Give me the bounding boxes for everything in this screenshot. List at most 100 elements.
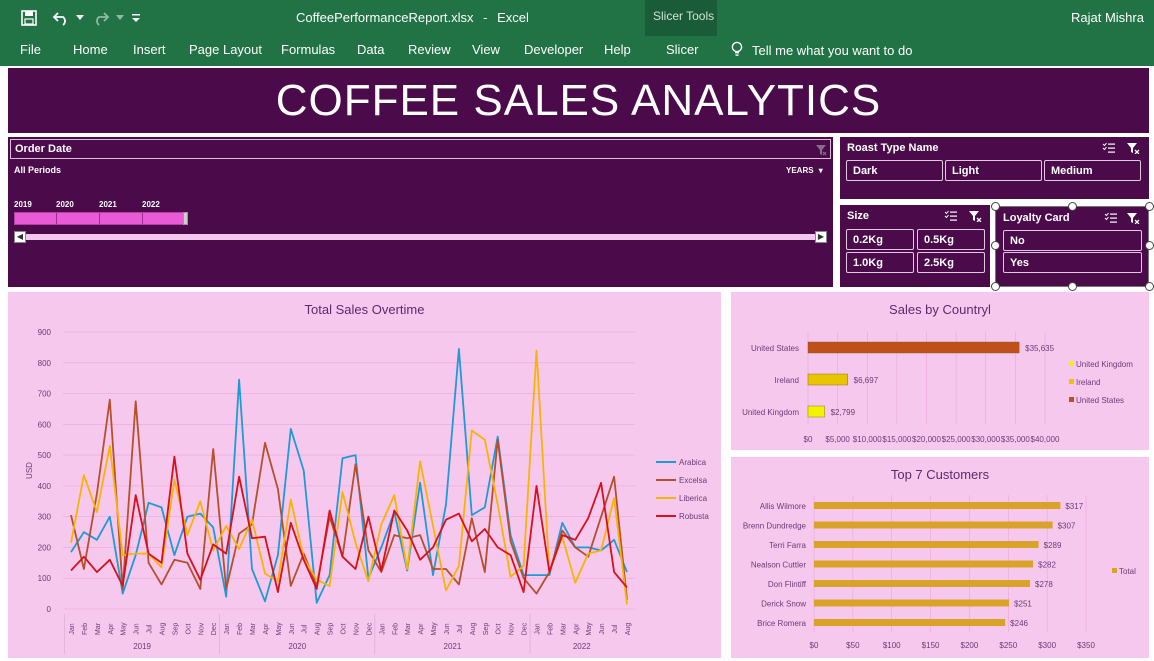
resize-handle[interactable] — [1068, 202, 1077, 211]
slicer-item-light[interactable]: Light — [945, 160, 1042, 181]
country-chart-svg: $0 $5,000 $10,000 $15,000 $20,000 $25,000 $30,… — [742, 332, 1133, 444]
multi-select-icon[interactable] — [1104, 211, 1118, 223]
slicer-item-medium[interactable]: Medium — [1044, 160, 1141, 181]
x-tick-label: May — [276, 622, 283, 636]
tab-slicer[interactable]: Slicer — [666, 42, 699, 57]
loyalty-card-slicer[interactable]: Loyalty Card No Yes — [996, 207, 1148, 286]
resize-handle[interactable] — [1145, 202, 1154, 211]
x-tick-label: Jun — [134, 623, 141, 634]
x-tick-label: Oct — [496, 624, 503, 635]
user-name[interactable]: Rajat Mishra — [1071, 10, 1144, 25]
resize-handle[interactable] — [1145, 241, 1154, 250]
timeline-scrollbar[interactable]: ◀ ▶ — [14, 231, 827, 243]
legend-swatch — [1069, 361, 1074, 366]
timeline-range-handle[interactable] — [183, 212, 188, 225]
slicer-item-1-0kg[interactable]: 1.0Kg — [846, 252, 914, 273]
x-tick-label: $5,000 — [825, 435, 850, 444]
multi-select-icon[interactable] — [944, 209, 958, 221]
timeline-year-2021: 2021 — [99, 200, 117, 209]
slicer-item-yes[interactable]: Yes — [1003, 252, 1142, 273]
data-label: $278 — [1035, 580, 1053, 589]
timeline-title: Order Date — [15, 143, 72, 155]
timeline-level-dropdown[interactable]: YEARS ▾ — [786, 166, 823, 175]
x-tick-label: $30,000 — [971, 435, 1000, 444]
save-icon[interactable] — [16, 7, 42, 29]
redo-dropdown-icon[interactable] — [114, 7, 126, 29]
tab-formulas[interactable]: Formulas — [281, 42, 336, 57]
data-label: $307 — [1058, 522, 1076, 531]
tab-help[interactable]: Help — [604, 42, 631, 57]
undo-dropdown-icon[interactable] — [74, 7, 86, 29]
legend-label: United States — [1076, 396, 1124, 405]
timeline-periods-label: All Periods — [14, 165, 62, 175]
size-slicer[interactable]: Size 0.2Kg 0.5Kg 1.0Kg 2.5Kg — [840, 205, 990, 287]
resize-handle[interactable] — [991, 241, 1000, 250]
legend-swatch — [1069, 379, 1074, 384]
legend-label: United Kingdom — [1076, 360, 1133, 369]
tab-insert[interactable]: Insert — [133, 42, 166, 57]
tab-home[interactable]: Home — [73, 42, 108, 57]
scroll-left-icon[interactable]: ◀ — [14, 231, 26, 243]
tab-page-layout[interactable]: Page Layout — [189, 42, 263, 57]
category-label: United Kingdom — [742, 408, 799, 417]
timeline-selection-bar[interactable] — [14, 212, 185, 225]
category-label: Ireland — [775, 376, 799, 385]
x-tick-label: Apr — [573, 623, 580, 635]
y-tick-label: 900 — [38, 328, 52, 337]
slicer-item-2-5kg[interactable]: 2.5Kg — [917, 252, 985, 273]
data-label: $6,697 — [854, 376, 879, 385]
data-label: $289 — [1044, 541, 1062, 550]
clear-filter-icon[interactable] — [968, 209, 982, 223]
undo-icon[interactable] — [48, 7, 74, 29]
roast-type-slicer[interactable]: Roast Type Name Dark Light Medium — [840, 137, 1149, 199]
slicer-tools-label: Slicer Tools — [653, 9, 715, 23]
redo-icon[interactable] — [88, 7, 114, 29]
tab-view[interactable]: View — [472, 42, 500, 57]
slicer-item-0-2kg[interactable]: 0.2Kg — [846, 229, 914, 250]
ribbon-tabs: File Home Insert Page Layout Formulas Da… — [0, 36, 1154, 66]
x-tick-label: Oct — [341, 624, 348, 635]
category-label: Brice Romera — [757, 619, 806, 628]
clear-filter-icon[interactable] — [1126, 141, 1140, 155]
resize-handle[interactable] — [1068, 282, 1077, 291]
resize-handle[interactable] — [1145, 282, 1154, 291]
timeline-divider — [56, 213, 57, 224]
data-label: $35,635 — [1025, 344, 1054, 353]
x-tick-label: Apr — [263, 623, 270, 635]
data-label: $317 — [1065, 502, 1083, 511]
category-label: Derick Snow — [761, 600, 806, 609]
slicer-item-no[interactable]: No — [1003, 230, 1142, 251]
order-date-timeline[interactable]: Order Date All Periods YEARS ▾ 2019 2020… — [8, 137, 833, 287]
total-sales-chart[interactable]: Total Sales Overtime 0 100 200 300 400 500 600… — [8, 292, 721, 658]
sales-by-country-chart[interactable]: Sales by Countryl $0 $5,000 $10,000 $15,000… — [731, 292, 1149, 450]
tab-review[interactable]: Review — [408, 42, 451, 57]
top-customers-chart[interactable]: Top 7 Customers $0 $50 $100 $150 $200 $250 $30… — [731, 457, 1149, 658]
legend-swatch — [1069, 397, 1074, 402]
scroll-right-icon[interactable]: ▶ — [815, 231, 827, 243]
x-tick-label: Aug — [470, 623, 477, 636]
tab-data[interactable]: Data — [357, 42, 385, 57]
x-tick-label: $150 — [922, 641, 940, 650]
tab-file[interactable]: File — [20, 42, 41, 57]
y-tick-label: 500 — [38, 451, 52, 460]
resize-handle[interactable] — [991, 202, 1000, 211]
x-tick-label: Jun — [289, 623, 296, 634]
scroll-track[interactable] — [26, 234, 815, 240]
resize-handle[interactable] — [991, 282, 1000, 291]
customize-toolbar-icon[interactable] — [128, 7, 144, 29]
tab-developer[interactable]: Developer — [524, 42, 584, 57]
app-name: Excel — [497, 10, 529, 25]
x-tick-label: Jan — [379, 623, 386, 634]
tell-me-search[interactable]: Tell me what you want to do — [731, 41, 912, 60]
clear-filter-icon[interactable] — [1126, 211, 1140, 225]
slicer-item-dark[interactable]: Dark — [846, 160, 943, 181]
tell-me-text: Tell me what you want to do — [752, 43, 913, 58]
multi-select-icon[interactable] — [1102, 141, 1116, 153]
x-tick-label: Jan — [69, 623, 76, 634]
bar — [807, 373, 848, 386]
x-tick-label: Dec — [366, 622, 373, 635]
x-tick-label: Jun — [444, 623, 451, 634]
y-tick-label: 400 — [38, 482, 52, 491]
clear-filter-icon[interactable] — [815, 143, 827, 156]
slicer-item-0-5kg[interactable]: 0.5Kg — [917, 229, 985, 250]
